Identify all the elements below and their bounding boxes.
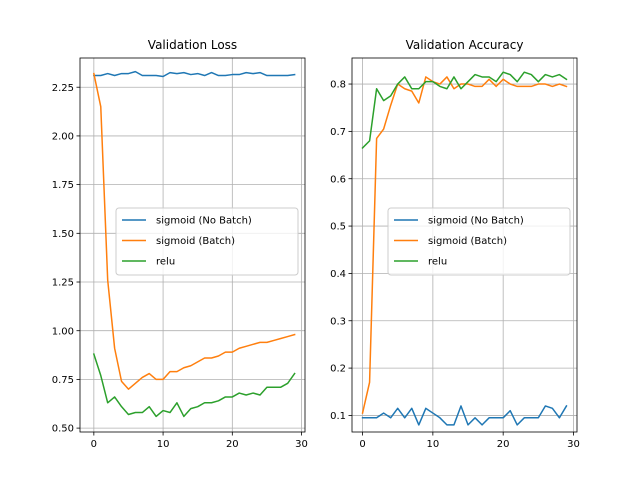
loss-series-line-1: [92, 72, 296, 390]
acc-y-tick-label: 0.8: [330, 80, 346, 91]
loss-x-tick-label: 10: [157, 439, 170, 450]
loss-y-tick-label: 1.75: [52, 180, 74, 191]
acc-series-line-2: [361, 71, 568, 150]
loss-y-tick-label: 0.50: [52, 424, 74, 435]
acc-series-line-0: [361, 404, 568, 426]
acc-legend-label-1: sigmoid (Batch): [428, 236, 507, 247]
loss-x-tick-label: 20: [226, 439, 239, 450]
loss-series-line-0: [93, 70, 296, 78]
acc-y-tick-label: 0.7: [330, 127, 346, 138]
acc-y-tick-label: 0.3: [330, 316, 346, 327]
loss-y-tick-label: 0.75: [52, 375, 74, 386]
loss-y-tick-label: 1.25: [52, 278, 74, 289]
acc-y-tick-label: 0.6: [330, 174, 346, 185]
acc-legend-box: [387, 207, 571, 276]
loss-legend-box: [115, 207, 299, 276]
loss-legend-label-2: relu: [156, 257, 175, 268]
loss-y-tick-label: 2.25: [52, 83, 74, 94]
acc-axes-frame: [351, 57, 578, 433]
acc-x-tick-label: 0: [359, 439, 365, 450]
acc-legend: sigmoid (No Batch) sigmoid (Batch) relu: [387, 207, 571, 276]
validation-loss-plot: 0 10 20 30 0.50 0.75 1.00 1.25 1.50 1.75 2.00 2.25 V…: [52, 38, 308, 450]
acc-y-tick-label: 0.2: [330, 364, 346, 375]
loss-legend-label-1: sigmoid (Batch): [156, 236, 235, 247]
loss-y-tick-label: 1.50: [52, 229, 74, 240]
acc-chart-title: Validation Accuracy: [406, 38, 524, 52]
acc-y-tick-label: 0.5: [330, 222, 346, 233]
loss-legend: sigmoid (No Batch) sigmoid (Batch) relu: [115, 207, 299, 276]
acc-y-tick-label: 0.4: [330, 269, 346, 280]
loss-series-line-2: [92, 353, 296, 418]
acc-legend-label-2: relu: [428, 257, 447, 268]
acc-series-line-1: [361, 76, 568, 414]
loss-chart-title: Validation Loss: [148, 38, 237, 52]
loss-x-tick-label: 0: [91, 439, 97, 450]
acc-x-tick-label: 10: [426, 439, 439, 450]
acc-x-tick-label: 20: [497, 439, 510, 450]
acc-x-tick-label: 30: [567, 439, 580, 450]
loss-x-tick-label: 30: [295, 439, 308, 450]
loss-y-tick-label: 1.00: [52, 326, 74, 337]
acc-y-tick-label: 0.1: [330, 411, 346, 422]
loss-y-tick-label: 2.00: [52, 132, 74, 143]
loss-legend-label-0: sigmoid (No Batch): [156, 216, 252, 227]
acc-legend-label-0: sigmoid (No Batch): [428, 216, 524, 227]
validation-accuracy-plot: 0 10 20 30 0.1 0.2 0.3 0.4 0.5 0.6 0.7 0.8 Validatio…: [330, 38, 580, 450]
loss-axes-frame: [79, 57, 306, 433]
